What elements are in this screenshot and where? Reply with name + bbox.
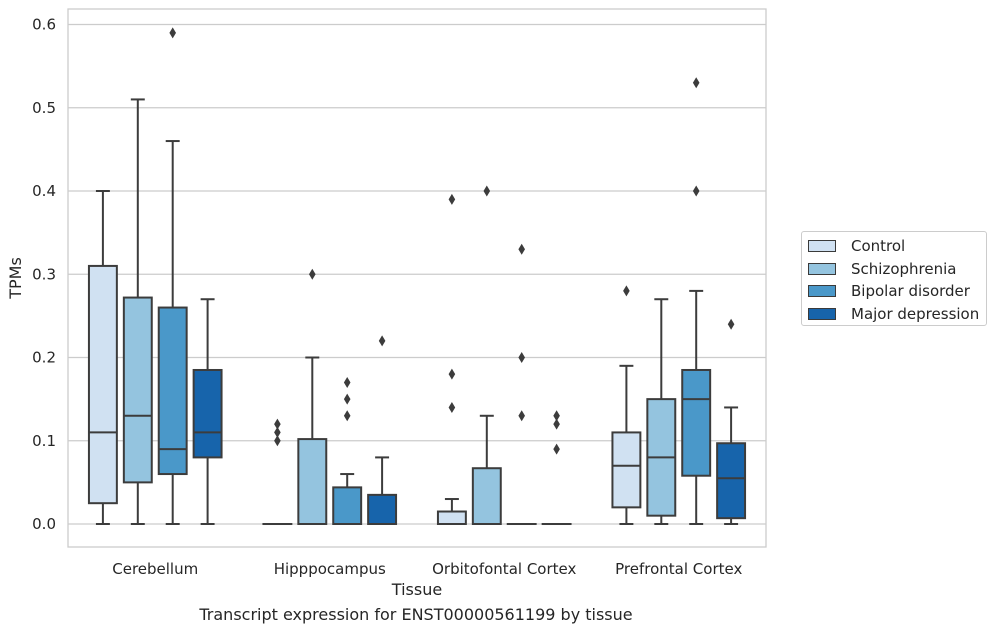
box-3-3 <box>716 318 747 525</box>
box-3-0 <box>192 298 223 525</box>
outlier-point <box>309 268 316 280</box>
x-axis-label: Tissue <box>391 580 442 599</box>
y-tick-label: 0.3 <box>32 265 56 283</box>
box-1-0 <box>122 98 153 525</box>
box-0-2 <box>436 193 467 526</box>
box-body <box>332 486 363 525</box>
box-body <box>122 296 153 484</box>
x-tick-label: Hipppocampus <box>274 560 386 578</box>
y-tick-labels: 0.0 0.1 0.2 0.3 0.4 0.5 0.6 <box>32 16 56 534</box>
x-tick-label: Orbitofontal Cortex <box>432 560 576 578</box>
x-tick-label: Prefrontal Cortex <box>615 560 742 578</box>
box-body <box>367 493 398 525</box>
box-3-1 <box>367 335 398 525</box>
box-1-2 <box>471 185 502 526</box>
outlier-point <box>553 410 560 422</box>
chart-caption: Transcript expression for ENST0000056119… <box>199 605 633 624</box>
legend-swatch <box>808 240 836 253</box>
box-body <box>192 368 223 459</box>
outlier-point <box>623 285 630 297</box>
box-body <box>471 467 502 526</box>
box-body <box>681 368 712 477</box>
outlier-point <box>692 77 700 89</box>
outlier-point <box>727 318 735 330</box>
outlier-point <box>448 368 456 380</box>
y-tick-label: 0.4 <box>32 182 56 200</box>
legend-label: Major depression <box>851 304 980 323</box>
outlier-point <box>448 193 456 205</box>
outlier-point <box>343 393 351 405</box>
outlier-point <box>518 352 525 363</box>
outlier-point <box>448 401 456 413</box>
legend-label: Bipolar disorder <box>851 282 970 301</box>
box-body <box>716 442 747 520</box>
box-1-3 <box>646 298 677 525</box>
plot-frame <box>67 8 767 548</box>
y-tick-label: 0.6 <box>32 16 56 34</box>
legend: Control Schizophrenia Bipolar disorder Majo… <box>801 231 987 326</box>
box-body <box>157 306 188 476</box>
outlier-point <box>274 435 281 447</box>
box-2-3 <box>681 77 712 525</box>
legend-item: Control <box>808 235 986 258</box>
y-tick-label: 0.5 <box>32 99 56 117</box>
outlier-point <box>483 185 491 197</box>
legend-item: Bipolar disorder <box>808 280 986 303</box>
x-tick-label: Cerebellum <box>112 560 198 578</box>
legend-swatch <box>808 307 836 320</box>
outlier-point <box>169 27 176 39</box>
box-body <box>611 431 642 509</box>
y-tick-label: 0.0 <box>32 515 56 533</box>
outlier-point <box>518 243 525 255</box>
outlier-point <box>343 376 351 388</box>
box-0-0 <box>87 190 118 525</box>
y-tick-label: 0.1 <box>32 432 56 450</box>
boxes-layer <box>87 27 747 526</box>
legend-item: Major depression <box>808 303 986 326</box>
box-3-2 <box>541 410 572 526</box>
legend-swatch <box>808 262 836 275</box>
outlier-point <box>553 418 560 430</box>
y-tick-label: 0.2 <box>32 349 56 367</box>
x-tick-labels: Cerebellum Hipppocampus Orbitofontal Corte… <box>112 560 742 578</box>
legend-label: Schizophrenia <box>851 259 957 278</box>
outlier-point <box>692 185 700 197</box>
outlier-point <box>518 410 525 422</box>
box-2-0 <box>157 27 188 525</box>
box-body <box>297 438 328 525</box>
outlier-point <box>553 443 560 455</box>
box-0-1 <box>262 418 293 526</box>
box-body <box>436 510 467 526</box>
box-0-3 <box>611 285 642 525</box>
legend-item: Schizophrenia <box>808 258 986 281</box>
outlier-point <box>378 335 386 347</box>
y-axis-label: TPMs <box>6 257 25 300</box>
box-body <box>87 264 118 505</box>
outlier-point <box>274 418 281 430</box>
outlier-point <box>274 426 281 438</box>
box-1-1 <box>297 268 328 525</box>
legend-swatch <box>808 285 836 298</box>
box-2-1 <box>332 376 363 525</box>
box-2-2 <box>506 243 537 526</box>
outlier-point <box>343 410 351 422</box>
legend-label: Control <box>851 237 906 256</box>
